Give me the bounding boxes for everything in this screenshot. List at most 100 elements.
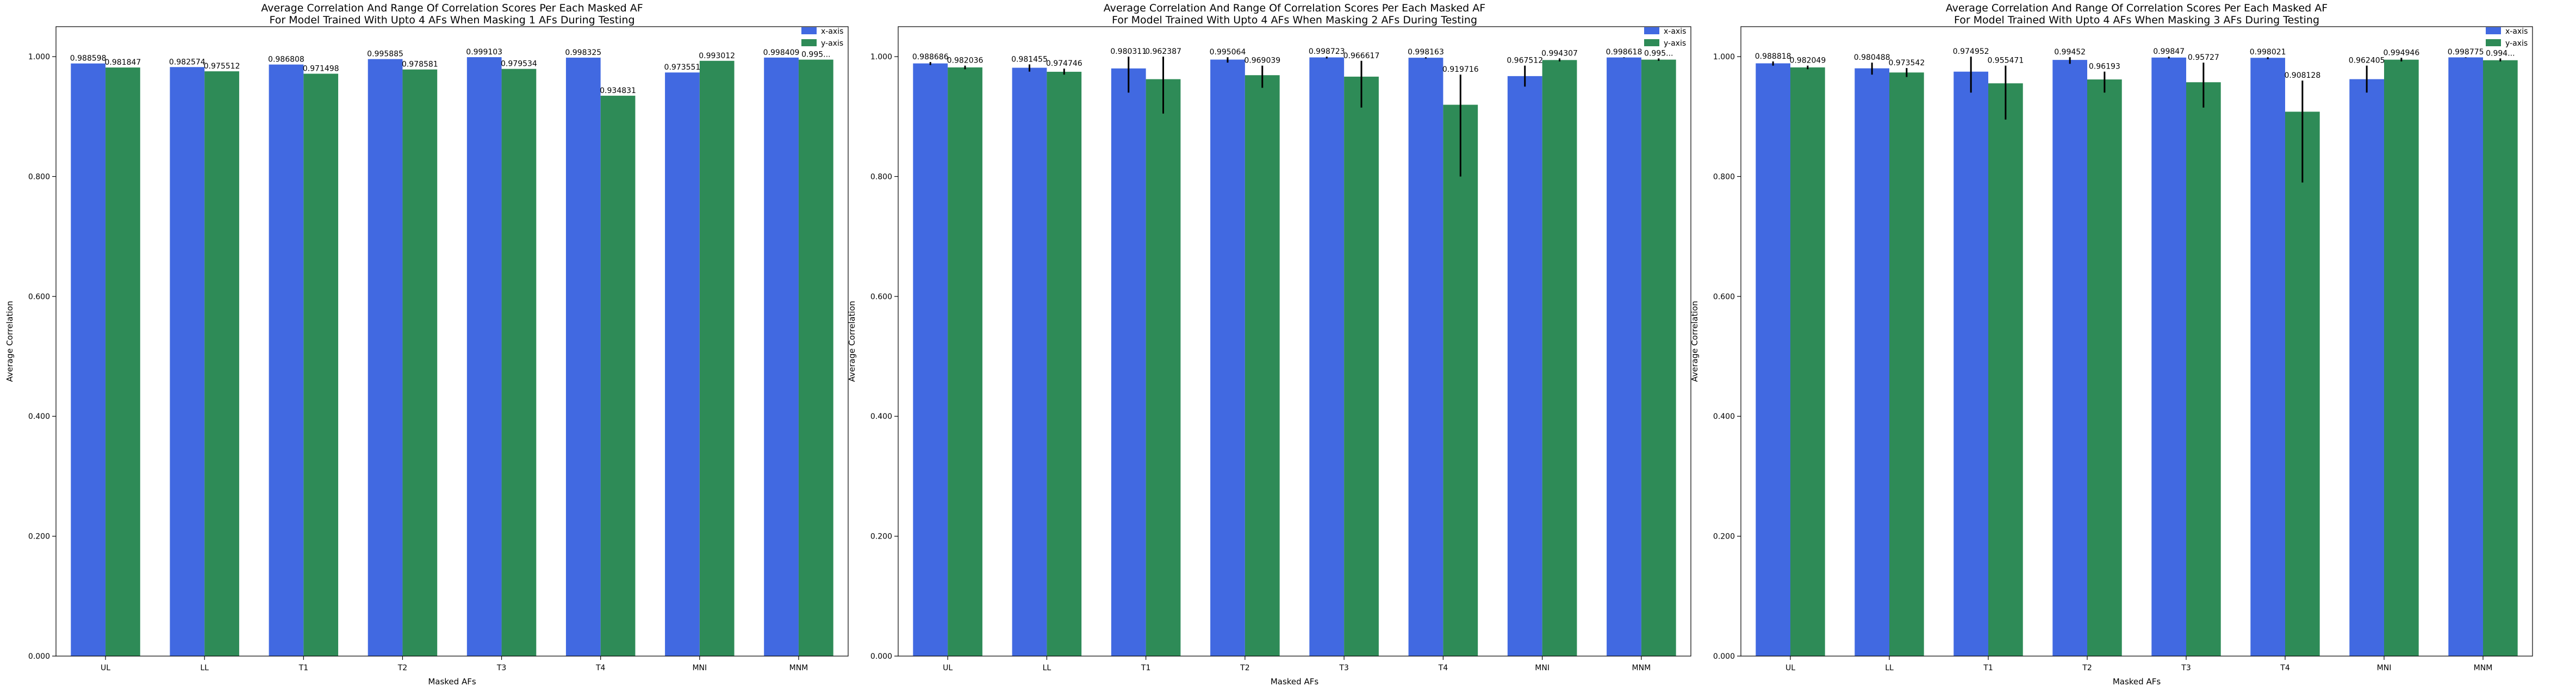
- data-label-x-axis-T2: 0.99452: [2054, 48, 2086, 57]
- bar-x-axis-T2: [1210, 59, 1245, 657]
- x-tick-label: T1: [298, 664, 308, 672]
- bar-x-axis-MNM: [2448, 57, 2483, 656]
- data-label-y-axis-T3: 0.966617: [1343, 52, 1380, 60]
- bar-x-axis-UL: [1756, 63, 1790, 656]
- bar-y-axis-T1: [1146, 79, 1181, 657]
- data-label-y-axis-LL: 0.975512: [204, 62, 240, 71]
- bar-x-axis-T3: [2151, 57, 2186, 657]
- data-label-x-axis-T4: 0.998325: [565, 48, 601, 57]
- data-label-x-axis-T3: 0.99847: [2153, 47, 2185, 56]
- chart-panel-2: Average Correlation And Range Of Correla…: [847, 2, 1691, 686]
- bar-y-axis-LL: [1047, 71, 1082, 657]
- chart-panel-3: Average Correlation And Range Of Correla…: [1690, 2, 2533, 686]
- bar-y-axis-T3: [1344, 76, 1379, 656]
- bar-y-axis-MNM: [2483, 60, 2518, 656]
- y-tick-label: 0.600: [870, 293, 892, 301]
- y-axis-label: Average Correlation: [5, 301, 15, 382]
- legend-label-y-axis: y-axis: [2505, 39, 2528, 48]
- bar-x-axis-T4: [565, 57, 601, 657]
- legend: x-axis y-axis: [1644, 27, 1686, 48]
- x-tick-label: T1: [1141, 664, 1150, 672]
- data-label-x-axis-UL: 0.988818: [1755, 52, 1791, 61]
- bar-y-axis-MNI: [1542, 60, 1577, 656]
- data-label-x-axis-MNM: 0.998409: [763, 48, 800, 57]
- data-label-y-axis-T4: 0.934831: [600, 86, 636, 95]
- x-tick-label: MNM: [2474, 664, 2493, 672]
- bar-y-axis-T2: [1245, 75, 1280, 657]
- data-label-x-axis-LL: 0.982574: [169, 58, 206, 66]
- x-tick-label: UL: [1785, 664, 1795, 672]
- data-label-y-axis-MNM: 0.995...: [1644, 49, 1673, 58]
- bar-x-axis-UL: [913, 63, 948, 657]
- data-label-x-axis-T1: 0.980311: [1110, 47, 1147, 56]
- data-label-y-axis-T4: 0.908128: [2284, 71, 2320, 80]
- x-tick-label: T1: [1983, 664, 1993, 672]
- bar-y-axis-T3: [2186, 82, 2221, 656]
- bar-x-axis-LL: [1012, 67, 1047, 657]
- data-label-x-axis-MNM: 0.998618: [1606, 48, 1642, 57]
- x-tick-label: LL: [1043, 664, 1051, 672]
- bar-x-axis-UL: [71, 63, 106, 656]
- plot-frame: [55, 26, 849, 657]
- y-tick-label: 0.600: [28, 293, 50, 301]
- legend-swatch-y-axis: [801, 39, 817, 46]
- y-tick-label: 0.400: [870, 412, 892, 421]
- legend-label-x-axis: x-axis: [821, 27, 843, 36]
- bar-y-axis-MNM: [1641, 59, 1676, 657]
- data-label-x-axis-UL: 0.988598: [70, 54, 107, 63]
- x-tick-label: MNM: [1632, 664, 1651, 672]
- data-label-x-axis-UL: 0.988686: [912, 53, 949, 61]
- y-tick-label: 0.400: [28, 412, 50, 421]
- data-label-x-axis-T1: 0.986808: [268, 55, 304, 64]
- data-label-y-axis-UL: 0.982049: [1789, 57, 1826, 65]
- data-label-y-axis-T2: 0.96193: [2089, 63, 2120, 71]
- legend-swatch-y-axis: [2486, 39, 2501, 46]
- bar-x-axis-T4: [1408, 58, 1443, 657]
- bar-y-axis-T1: [1988, 83, 2023, 656]
- bar-y-axis-LL: [1889, 72, 1924, 657]
- bar-x-axis-MNM: [1607, 57, 1641, 657]
- chart-title: Average Correlation And Range Of Correla…: [1104, 2, 1485, 14]
- x-axis-label: Masked AFs: [1271, 677, 1319, 686]
- bar-y-axis-UL: [105, 67, 140, 656]
- chart-subtitle: For Model Trained With Upto 4 AFs When M…: [1112, 14, 1477, 26]
- bar-x-axis-MNM: [764, 57, 799, 656]
- plot-frame: [898, 26, 1691, 657]
- plot-frame: [1740, 26, 2533, 657]
- bar-y-axis-T3: [501, 69, 537, 656]
- x-tick-label: T4: [595, 664, 606, 672]
- data-label-y-axis-T1: 0.971498: [303, 65, 339, 73]
- x-tick-label: T4: [2280, 664, 2290, 672]
- y-tick-label: 0.600: [1713, 293, 1735, 301]
- bar-x-axis-T1: [1953, 71, 1988, 656]
- data-label-y-axis-MNI: 0.994307: [1541, 49, 1578, 58]
- legend-label-x-axis: x-axis: [2505, 27, 2528, 36]
- y-tick-label: 0.800: [870, 172, 892, 181]
- data-label-x-axis-T1: 0.974952: [1953, 47, 1989, 56]
- data-label-x-axis-T4: 0.998163: [1408, 48, 1444, 57]
- data-label-x-axis-MNI: 0.967512: [1507, 57, 1543, 65]
- data-label-x-axis-MNM: 0.998775: [2448, 48, 2484, 57]
- data-label-y-axis-LL: 0.973542: [1888, 59, 1925, 67]
- legend: x-axis y-axis: [801, 27, 843, 48]
- x-axis-label: Masked AFs: [2113, 677, 2161, 686]
- x-tick-label: LL: [200, 664, 209, 672]
- data-label-y-axis-T4: 0.919716: [1442, 65, 1479, 74]
- x-tick-label: MNI: [2377, 664, 2392, 672]
- data-label-x-axis-LL: 0.980488: [1854, 53, 1890, 62]
- bar-y-axis-UL: [948, 67, 982, 656]
- y-axis-label: Average Correlation: [847, 301, 857, 382]
- data-label-y-axis-T1: 0.955471: [1987, 57, 2024, 65]
- bar-x-axis-T4: [2250, 58, 2285, 657]
- chart-title: Average Correlation And Range Of Correla…: [261, 2, 643, 14]
- bar-y-axis-LL: [204, 71, 239, 657]
- legend-label-y-axis: y-axis: [821, 39, 843, 48]
- data-label-x-axis-LL: 0.981455: [1011, 55, 1048, 64]
- x-tick-label: T2: [2082, 664, 2092, 672]
- legend: x-axis y-axis: [2486, 27, 2528, 48]
- data-label-y-axis-T3: 0.979534: [501, 60, 537, 69]
- y-tick-label: 0.200: [28, 533, 50, 541]
- bar-x-axis-T2: [368, 59, 403, 656]
- bar-x-axis-T3: [1309, 57, 1345, 657]
